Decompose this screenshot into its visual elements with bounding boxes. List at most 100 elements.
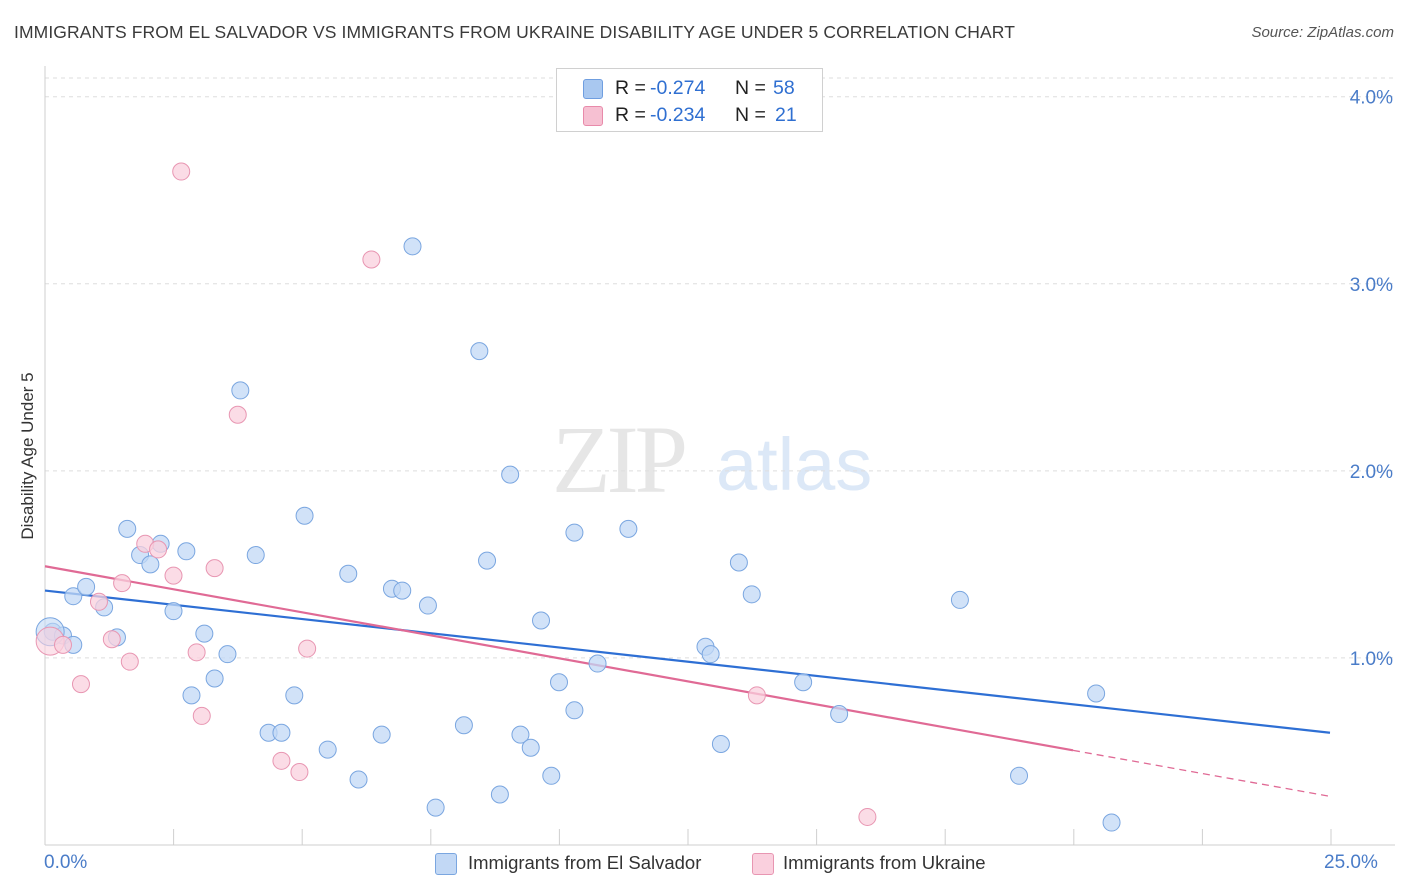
data-point-el-salvador bbox=[77, 577, 96, 596]
data-point-el-salvador bbox=[550, 673, 568, 692]
data-point-el-salvador bbox=[711, 734, 730, 753]
data-point-el-salvador bbox=[285, 686, 304, 705]
data-point-el-salvador bbox=[205, 669, 224, 688]
data-point-el-salvador bbox=[532, 611, 551, 630]
data-point-ukraine bbox=[205, 559, 224, 578]
data-point-el-salvador bbox=[372, 725, 391, 744]
data-point-el-salvador bbox=[950, 590, 969, 609]
data-point-ukraine bbox=[290, 763, 309, 782]
data-point-el-salvador bbox=[318, 740, 337, 759]
series-swatch-el-salvador bbox=[435, 853, 457, 875]
data-point-el-salvador bbox=[64, 587, 83, 606]
source-credit: Source: ZipAtlas.com bbox=[1251, 24, 1394, 41]
legend-r-value: -0.234 bbox=[650, 104, 706, 126]
data-point-el-salvador bbox=[490, 785, 509, 804]
data-point-ukraine bbox=[71, 675, 90, 694]
x-ticks bbox=[173, 829, 1332, 845]
data-point-el-salvador bbox=[701, 645, 720, 664]
data-point-el-salvador bbox=[177, 542, 196, 561]
data-point-el-salvador bbox=[454, 716, 473, 735]
data-point-ukraine bbox=[298, 639, 317, 658]
data-point-el-salvador bbox=[478, 551, 497, 570]
data-point-ukraine bbox=[747, 686, 766, 705]
x-tick-label-end: 25.0% bbox=[1324, 852, 1378, 873]
legend-row-ukraine: R = -0.234 N = 21 bbox=[557, 101, 822, 127]
data-point-el-salvador bbox=[830, 705, 849, 724]
data-point-ukraine bbox=[858, 807, 877, 826]
data-point-ukraine bbox=[53, 635, 72, 654]
data-point-el-salvador bbox=[349, 770, 368, 789]
data-point-el-salvador bbox=[295, 506, 314, 525]
legend-row-el-salvador: R = -0.274 N = 58 bbox=[557, 74, 822, 100]
data-point-el-salvador bbox=[1010, 766, 1029, 785]
series-legend-el-salvador: Immigrants from El Salvador bbox=[435, 851, 735, 877]
legend-n-label: N = bbox=[735, 77, 766, 99]
data-point-el-salvador bbox=[272, 723, 291, 742]
gridlines bbox=[45, 77, 1395, 659]
watermark-zip: ZIP bbox=[552, 406, 685, 513]
legend-n-value: 58 bbox=[773, 77, 795, 99]
legend-r-label: R = bbox=[615, 77, 646, 99]
trend-line-ukraine bbox=[44, 565, 1074, 752]
data-point-el-salvador bbox=[565, 701, 584, 720]
data-point-ukraine bbox=[120, 652, 139, 671]
chart-title: IMMIGRANTS FROM EL SALVADOR VS IMMIGRANT… bbox=[14, 22, 1015, 42]
y-tick-label: 4.0% bbox=[1350, 88, 1393, 109]
data-point-el-salvador bbox=[565, 523, 584, 542]
data-point-ukraine bbox=[102, 630, 121, 649]
y-tick-label: 1.0% bbox=[1350, 649, 1393, 670]
legend-swatch-ukraine bbox=[583, 106, 603, 126]
data-point-el-salvador bbox=[195, 624, 214, 643]
data-point-el-salvador bbox=[470, 342, 489, 361]
trend-line-ukraine-extension bbox=[1072, 749, 1331, 798]
data-point-el-salvador bbox=[182, 686, 201, 705]
data-point-el-salvador bbox=[426, 798, 445, 817]
series-label-el-salvador: Immigrants from El Salvador bbox=[468, 852, 702, 873]
axes bbox=[44, 66, 1395, 846]
legend-swatch-el-salvador bbox=[583, 79, 603, 99]
data-point-ukraine bbox=[172, 162, 191, 181]
data-point-el-salvador bbox=[231, 381, 250, 400]
correlation-legend: R = -0.274 N = 58 R = -0.234 N = 21 bbox=[556, 68, 823, 132]
data-point-ukraine bbox=[272, 751, 291, 770]
data-point-el-salvador bbox=[141, 555, 160, 574]
data-point-ukraine bbox=[187, 643, 206, 662]
series-label-ukraine: Immigrants from Ukraine bbox=[783, 852, 986, 873]
data-point-ukraine bbox=[164, 566, 183, 585]
data-point-el-salvador bbox=[501, 465, 520, 484]
data-point-el-salvador bbox=[729, 553, 748, 572]
data-point-ukraine bbox=[113, 574, 132, 593]
data-point-el-salvador bbox=[403, 237, 422, 256]
data-point-ukraine bbox=[228, 405, 247, 424]
trend-line-el-salvador bbox=[44, 589, 1331, 734]
data-points bbox=[35, 162, 1121, 832]
data-point-ukraine bbox=[89, 592, 108, 611]
series-swatch-ukraine bbox=[752, 853, 774, 875]
data-point-el-salvador bbox=[794, 673, 813, 692]
data-point-el-salvador bbox=[418, 596, 437, 615]
legend-r-label: R = bbox=[615, 104, 646, 126]
y-tick-label: 2.0% bbox=[1350, 462, 1393, 483]
data-point-el-salvador bbox=[164, 602, 183, 621]
data-point-ukraine bbox=[192, 706, 211, 725]
y-tick-labels: 1.0% 2.0% 3.0% 4.0% bbox=[1350, 88, 1393, 670]
legend-n-value: 21 bbox=[775, 104, 797, 126]
data-point-el-salvador bbox=[588, 654, 607, 673]
data-point-el-salvador bbox=[542, 766, 561, 785]
data-point-el-salvador bbox=[118, 519, 137, 538]
y-tick-label: 3.0% bbox=[1350, 275, 1393, 296]
data-point-el-salvador bbox=[218, 645, 237, 664]
legend-n-label: N = bbox=[735, 104, 766, 126]
data-point-el-salvador bbox=[339, 564, 358, 583]
y-axis-label: Disability Age Under 5 bbox=[18, 372, 37, 539]
series-legend-ukraine: Immigrants from Ukraine bbox=[752, 851, 1032, 877]
data-point-el-salvador bbox=[1102, 813, 1121, 832]
data-point-el-salvador bbox=[511, 725, 530, 744]
data-point-el-salvador bbox=[742, 585, 761, 604]
x-tick-label-start: 0.0% bbox=[44, 852, 88, 873]
data-point-ukraine bbox=[149, 540, 168, 559]
data-point-ukraine bbox=[362, 250, 381, 269]
data-point-el-salvador bbox=[246, 546, 265, 565]
data-point-el-salvador bbox=[1087, 684, 1106, 703]
